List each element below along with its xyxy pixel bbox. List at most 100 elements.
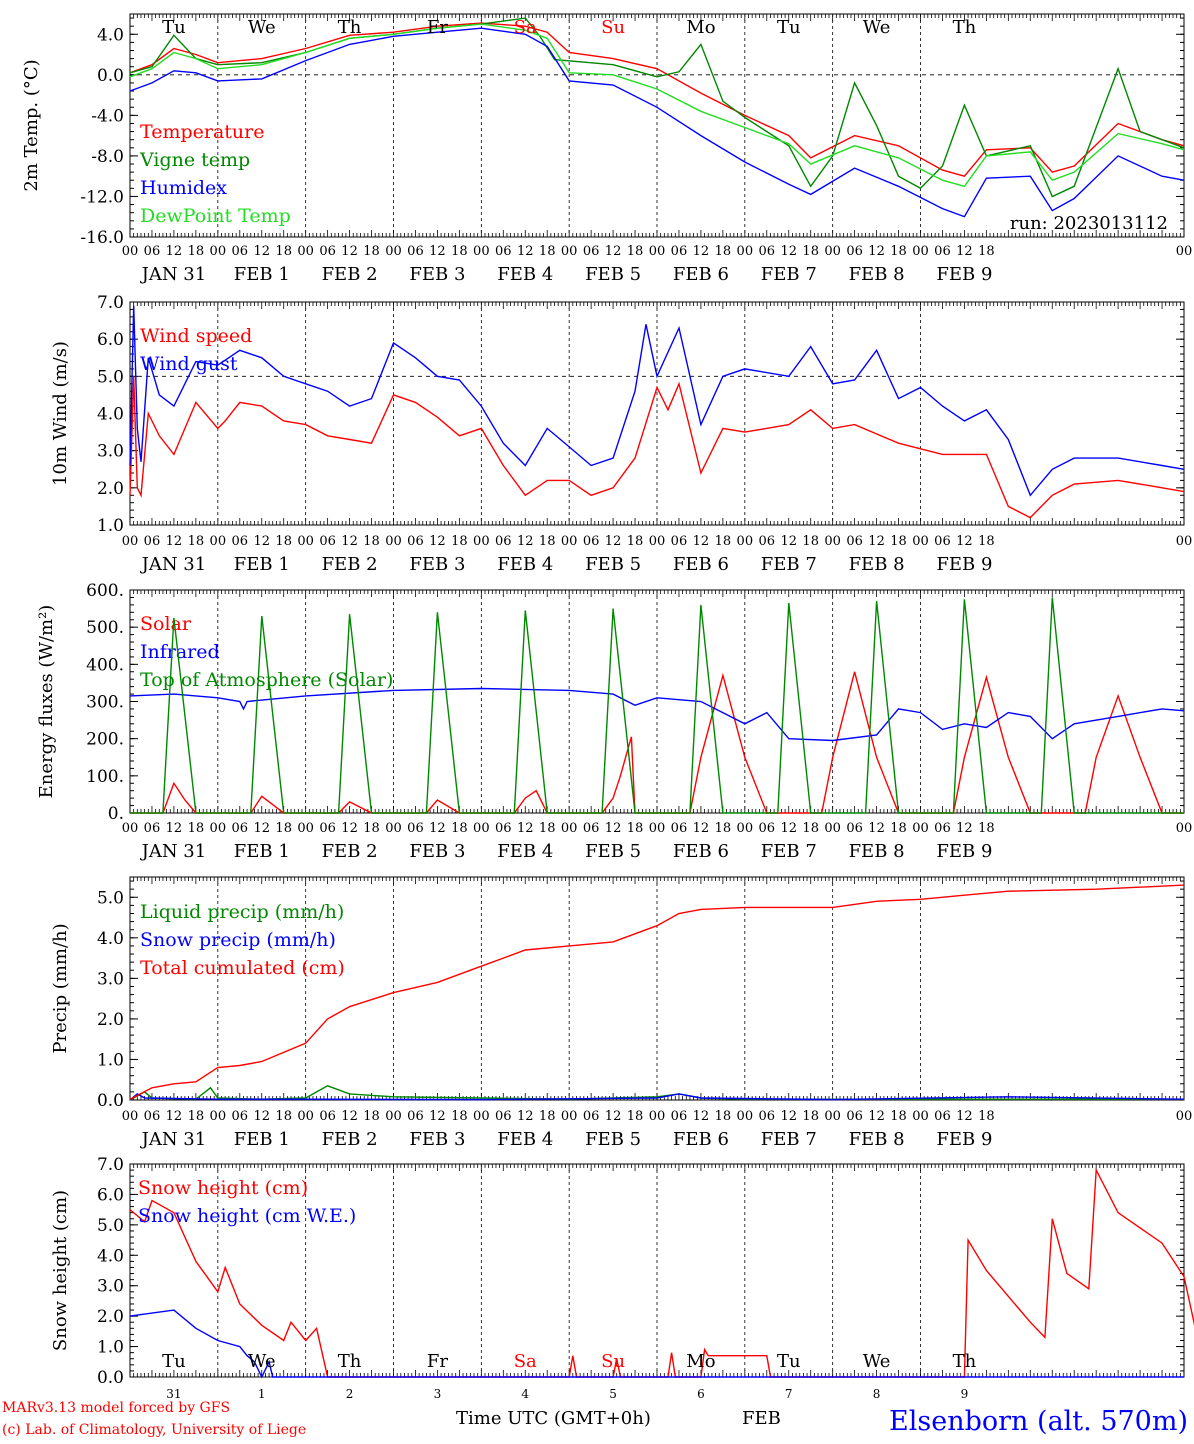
panel-4-hour-label: 18: [188, 1109, 205, 1124]
panel-1-weekday-2: We: [248, 17, 276, 38]
panel-2-hour-label: 12: [517, 534, 534, 549]
panel-1-hour-label: 12: [517, 244, 534, 259]
panel-3-hour-label: 18: [188, 821, 205, 836]
panel-4-hour-label: 12: [868, 1109, 885, 1124]
panel-2-series-2-line: [129, 305, 1185, 497]
panel-1-hour-label: 06: [759, 244, 776, 259]
bottom-day-number-9: 8: [873, 1387, 881, 1401]
panel-1-hour-label: 18: [275, 244, 292, 259]
panel-2-ytick-label: 3.0: [97, 442, 124, 462]
panel-4-hour-label: 06: [583, 1109, 600, 1124]
panel-4-hour-label: 00: [824, 1109, 841, 1124]
panel-2-hour-label: 06: [846, 534, 863, 549]
panel-1-hour-label: 18: [627, 244, 644, 259]
panel-1-weekday-6: Su: [601, 17, 625, 38]
panel-4-date-label-4: FEB 3: [409, 1129, 465, 1150]
panel-2-date-label-2: FEB 1: [234, 554, 290, 575]
panel-4-date-label-6: FEB 5: [585, 1129, 641, 1150]
panel-3-hour-label: 00: [473, 821, 490, 836]
panel-2-frame: [129, 301, 1185, 526]
panel-1-hour-label: 06: [495, 244, 512, 259]
panel-4-hour-label: 12: [166, 1109, 183, 1124]
panel-4-hour-label: 00: [649, 1109, 666, 1124]
footer-month: FEB: [742, 1408, 781, 1429]
panel-3-ytick-label: 300.: [86, 693, 124, 713]
panel-1-weekday-10: Th: [953, 17, 977, 38]
panel-4-date-label-5: FEB 4: [497, 1129, 553, 1150]
panel-4-hour-label: 06: [846, 1109, 863, 1124]
panel-4-hour-label: 00: [297, 1109, 314, 1124]
panel-2-hour-label: 00: [824, 534, 841, 549]
panel-2-hour-label: 18: [627, 534, 644, 549]
panel-4-hour-label: 06: [934, 1109, 951, 1124]
panel-2-ytick-label: 4.0: [97, 405, 124, 425]
panel-1-series-4-line: [129, 23, 1185, 188]
panel-3-hour-label: 18: [363, 821, 380, 836]
panel-2-hour-label: 12: [341, 534, 358, 549]
panel-3-hour-label: 12: [166, 821, 183, 836]
panel-4-hour-label: 18: [978, 1109, 995, 1124]
panel-2-hour-label: 00: [737, 534, 754, 549]
panel-1-hour-label: 00: [210, 244, 227, 259]
panel-4-ytick-label: 0.0: [97, 1091, 124, 1111]
panel-2-hour-label: 12: [253, 534, 270, 549]
panel-2-hour-label: 18: [715, 534, 732, 549]
panel-4-hour-label: 12: [693, 1109, 710, 1124]
footer-station: Elsenborn (alt. 570m): [889, 1406, 1188, 1437]
bottom-day-number-10: 9: [961, 1387, 969, 1401]
panel-2-ytick-label: 6.0: [97, 330, 124, 350]
panel-1-weekday-4: Fr: [427, 17, 448, 38]
panel-3-ytick-label: 0.: [108, 804, 124, 824]
panel-1-hour-label: 18: [890, 244, 907, 259]
panel-5-series-2-line: [129, 1309, 1184, 1379]
panel-1-ytick-label: -16.0: [80, 228, 124, 248]
panel-4-ytick-label: 3.0: [97, 969, 124, 989]
panel-2-hour-label: 00: [122, 534, 139, 549]
panel-3-ylabel: Energy fluxes (W/m²): [36, 605, 57, 799]
panel-5-ytick-label: 7.0: [97, 1155, 124, 1175]
panel-1-ytick-label: 4.0: [97, 25, 124, 45]
panel-3-series-2-line: [129, 687, 1185, 742]
panel-5-weekday-4: Fr: [427, 1351, 448, 1372]
bottom-day-number-4: 3: [434, 1387, 442, 1401]
panel-2-hour-label: 00: [649, 534, 666, 549]
panel-5-legend-2: Snow height (cm W.E.): [138, 1205, 356, 1227]
panel-3-hour-label: 18: [802, 821, 819, 836]
panel-3-hour-label: 00: [1176, 821, 1193, 836]
panel-3-hour-label: 18: [715, 821, 732, 836]
panel-4-date-label-2: FEB 1: [234, 1129, 290, 1150]
panel-1-run-annotation: run: 2023013112: [1010, 213, 1168, 234]
panel-2-date-label-3: FEB 2: [322, 554, 378, 575]
panel-4-hour-label: 18: [275, 1109, 292, 1124]
bottom-day-number-3: 2: [346, 1387, 354, 1401]
panel-1-hour-label: 00: [824, 244, 841, 259]
panel-1-hour-label: 12: [868, 244, 885, 259]
panel-1-legend-1: Temperature: [140, 121, 264, 143]
panel-1-hour-label: 18: [539, 244, 556, 259]
panel-1-date-label-10: FEB 9: [936, 264, 992, 285]
panel-3-ytick-label: 600.: [86, 581, 124, 601]
panel-2-hour-label: 00: [210, 534, 227, 549]
panel-1-series-3-line: [129, 27, 1185, 218]
panel-2-hour-label: 18: [363, 534, 380, 549]
panel-1-hour-label: 12: [780, 244, 797, 259]
panel-3-hour-label: 00: [297, 821, 314, 836]
panel-4-ytick-label: 4.0: [97, 929, 124, 949]
panel-1-hour-label: 00: [1176, 244, 1193, 259]
panel-4-hour-label: 12: [605, 1109, 622, 1124]
panel-1-ylabel: 2m Temp. (°C): [21, 59, 42, 191]
panel-3-hour-label: 12: [341, 821, 358, 836]
panel-2-date-label-8: FEB 7: [761, 554, 817, 575]
panel-1-weekday-3: Th: [338, 17, 362, 38]
panel-3-ytick-label: 200.: [86, 730, 124, 750]
panel-3-date-label-5: FEB 4: [497, 841, 553, 862]
panel-5-weekday-10: Th: [953, 1351, 977, 1372]
bottom-day-number-8: 7: [785, 1387, 793, 1401]
panel-3-hour-label: 06: [934, 821, 951, 836]
panel-4-hour-label: 00: [473, 1109, 490, 1124]
panel-5-weekday-7: Mo: [686, 1351, 715, 1372]
panel-1-weekday-1: Tu: [162, 17, 186, 38]
panel-2-hour-label: 18: [978, 534, 995, 549]
panel-4-hour-label: 06: [407, 1109, 424, 1124]
panel-2-hour-label: 18: [451, 534, 468, 549]
